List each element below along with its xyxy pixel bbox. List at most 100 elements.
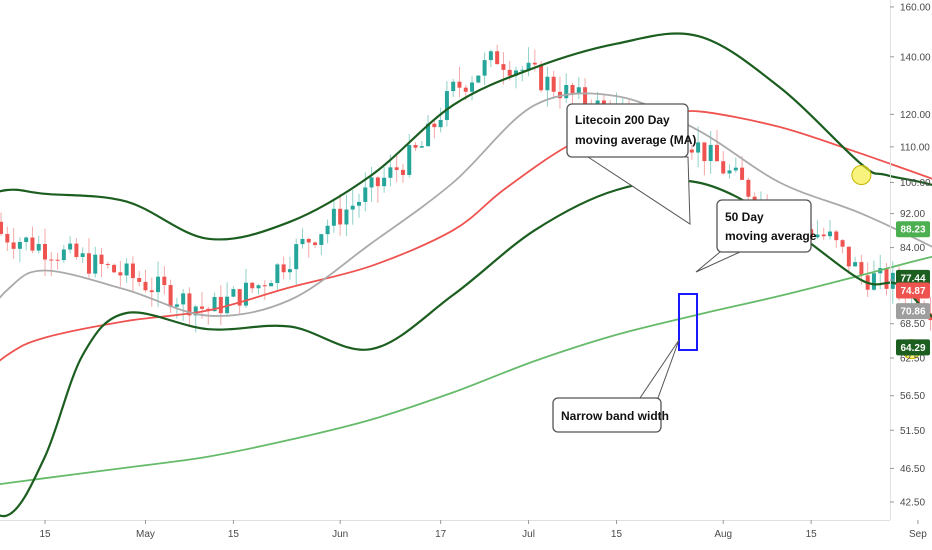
candle-body xyxy=(507,69,512,76)
candle-body xyxy=(482,60,487,76)
candle-body xyxy=(331,208,336,226)
candle-body xyxy=(357,201,361,206)
candle-body xyxy=(526,62,531,70)
candle-body xyxy=(212,296,217,312)
time-tick-label: Jun xyxy=(332,529,348,540)
price-badge xyxy=(896,269,930,286)
time-tick-label: 17 xyxy=(435,529,447,540)
svg-text:50 Day: 50 Day xyxy=(725,210,764,224)
candle-body xyxy=(130,263,135,279)
candle-body xyxy=(890,272,895,289)
candle-body xyxy=(702,142,707,162)
candle-body xyxy=(576,87,581,94)
candle-body xyxy=(11,242,16,249)
price-tick-label: 84.00 xyxy=(900,243,925,254)
price-tick-label: 110.00 xyxy=(900,142,930,153)
candle-body xyxy=(570,84,575,94)
annotation-narrow-band: Narrow band width xyxy=(552,339,680,433)
annotation-narrow-band-line1: Narrow band width xyxy=(561,409,669,423)
candle-body xyxy=(539,64,544,91)
price-badge xyxy=(896,282,930,299)
line-upper-band xyxy=(0,32,932,241)
candle-body xyxy=(821,234,826,237)
candle-body xyxy=(520,69,525,71)
svg-text:moving average (MA): moving average (MA) xyxy=(575,133,696,147)
line-lower-band xyxy=(0,179,932,518)
candle-body xyxy=(338,208,343,225)
annotation-200day-line2: moving average (MA) xyxy=(575,133,696,147)
candle-body xyxy=(149,290,154,293)
candle-body xyxy=(470,82,475,92)
price-tick-label: 120.00 xyxy=(900,110,931,121)
svg-text:moving average: moving average xyxy=(725,229,817,243)
time-tick-label: 15 xyxy=(611,529,623,540)
candle-body xyxy=(583,87,588,106)
candle-body xyxy=(884,268,889,289)
candle-body xyxy=(532,62,537,65)
candle-body xyxy=(313,242,318,245)
candle-body xyxy=(325,225,330,235)
candle-body xyxy=(319,234,324,245)
candle-body xyxy=(281,264,286,273)
candle-body xyxy=(733,167,738,171)
time-tick-label: 15 xyxy=(39,529,51,540)
price-tick-label: 56.50 xyxy=(900,391,925,402)
candle-body xyxy=(564,84,569,99)
candle-body xyxy=(93,254,98,274)
candle-body xyxy=(243,282,248,306)
candle-body xyxy=(859,262,864,276)
candle-body xyxy=(740,167,745,180)
candle-body xyxy=(432,123,437,128)
price-badges: 88.23 77.44 74.87 70.86 64.29 xyxy=(896,221,930,356)
time-tick-label: Jul xyxy=(522,529,535,540)
candle-body xyxy=(363,187,368,202)
candle-body xyxy=(828,231,832,237)
candle-body xyxy=(118,272,123,276)
candle-body xyxy=(287,269,292,273)
candle-body xyxy=(231,289,236,297)
candle-body xyxy=(419,146,424,148)
candle-body xyxy=(545,76,550,91)
highlight-circle xyxy=(851,165,872,186)
candle-body xyxy=(5,233,10,243)
candle-body xyxy=(463,87,468,92)
price-tick-label: 92.00 xyxy=(900,209,925,220)
candle-body xyxy=(382,177,387,187)
price-axis[interactable]: 160.00 140.00 120.00 110.00 100.00 92.00 84.00… xyxy=(890,2,931,508)
candle-body xyxy=(61,249,66,261)
candle-body xyxy=(250,282,255,289)
candle-body xyxy=(488,51,493,61)
candle-body xyxy=(193,306,198,316)
line-basis-20 xyxy=(0,92,932,317)
candle-body xyxy=(495,51,500,65)
annotation-200day-line1: Litecoin 200 Day xyxy=(575,113,670,127)
candle-body xyxy=(105,264,110,266)
price-tick-label: 51.50 xyxy=(900,426,925,437)
candle-body xyxy=(815,234,820,238)
candle-body xyxy=(49,259,54,261)
candle-body xyxy=(162,276,167,286)
candle-body xyxy=(388,167,393,178)
time-axis[interactable]: 15May15Jun17Jul15Aug15Sep16Oct15Nov xyxy=(39,520,932,540)
candle-body xyxy=(394,167,399,170)
candle-body xyxy=(55,259,60,261)
candle-body xyxy=(181,293,186,305)
candle-body xyxy=(143,281,148,291)
candle-body xyxy=(174,304,179,307)
candle-body xyxy=(86,253,91,274)
candle-body xyxy=(200,306,204,309)
price-badge-label: 74.87 xyxy=(900,286,925,297)
price-tick-label: 46.50 xyxy=(900,464,925,475)
candle-body xyxy=(444,91,449,120)
candle-body xyxy=(400,169,405,175)
candle-body xyxy=(746,179,751,197)
candle-body xyxy=(294,244,299,270)
candle-body xyxy=(426,123,431,147)
candle-body xyxy=(514,70,518,76)
candle-body xyxy=(557,91,562,99)
candle-body xyxy=(928,313,932,321)
price-badge-label: 88.23 xyxy=(900,225,925,236)
candle-body xyxy=(407,145,412,175)
